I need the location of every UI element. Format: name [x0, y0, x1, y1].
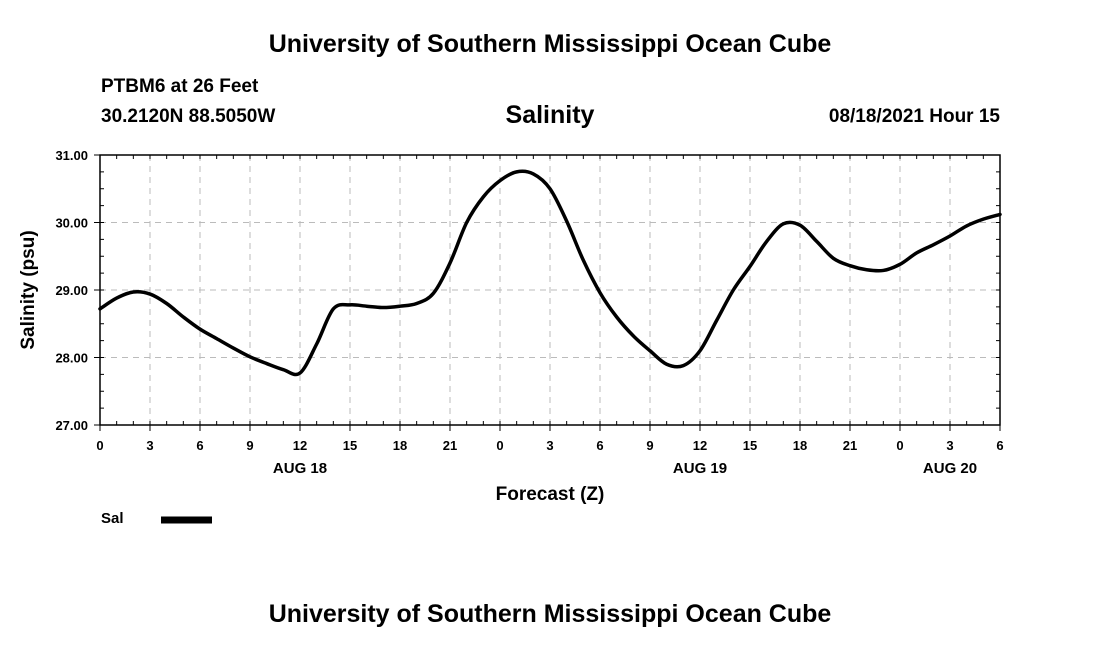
x-tick-label: 6 — [596, 438, 603, 453]
x-tick-label: 3 — [146, 438, 153, 453]
x-tick-label: 15 — [343, 438, 357, 453]
y-tick-label: 31.00 — [55, 148, 88, 163]
x-tick-label: 0 — [496, 438, 503, 453]
y-tick-label: 27.00 — [55, 418, 88, 433]
axis-ticks — [94, 154, 1001, 431]
plot-frame — [99, 154, 1001, 426]
y-tick-label: 28.00 — [55, 351, 88, 366]
x-tick-label: 3 — [946, 438, 953, 453]
series-layer — [98, 169, 1002, 377]
x-tick-label: 12 — [693, 438, 707, 453]
y-tick-label: 29.00 — [55, 283, 88, 298]
forecast-datetime: 08/18/2021 Hour 15 — [828, 106, 1000, 127]
x-axis-label: Forecast (Z) — [496, 484, 605, 505]
station-name: PTBM6 at 26 Feet — [101, 76, 259, 97]
date-label: AUG 20 — [923, 460, 977, 477]
x-tick-label: 6 — [196, 438, 203, 453]
x-tick-label: 21 — [843, 438, 857, 453]
x-tick-label: 12 — [293, 438, 307, 453]
x-tick-label: 18 — [393, 438, 407, 453]
tick-labels: 27.00 28.00 29.00 30.00 31.00 0 3 6 9 12 15 18 21 0 3 6… — [55, 148, 1003, 477]
x-tick-label: 6 — [996, 438, 1003, 453]
x-tick-label: 0 — [96, 438, 103, 453]
date-label: AUG 18 — [273, 460, 327, 477]
footer-title: University of Southern Mississippi Ocean… — [268, 600, 832, 628]
legend-label: Sal — [101, 510, 124, 527]
grid-lines — [100, 155, 1000, 425]
x-tick-label: 3 — [546, 438, 553, 453]
x-tick-label: 18 — [793, 438, 807, 453]
chart-title: Salinity — [505, 101, 595, 129]
date-label: AUG 19 — [673, 460, 727, 477]
x-tick-label: 9 — [246, 438, 253, 453]
page-title: University of Southern Mississippi Ocean… — [268, 30, 832, 58]
x-tick-label: 15 — [743, 438, 757, 453]
series-line-sal — [98, 169, 1002, 377]
x-tick-label: 9 — [646, 438, 653, 453]
y-tick-label: 30.00 — [55, 216, 88, 231]
x-tick-label: 0 — [896, 438, 903, 453]
y-axis-label: Salinity (psu) — [18, 230, 39, 349]
station-coords: 30.2120N 88.5050W — [101, 106, 276, 127]
x-tick-label: 21 — [443, 438, 457, 453]
